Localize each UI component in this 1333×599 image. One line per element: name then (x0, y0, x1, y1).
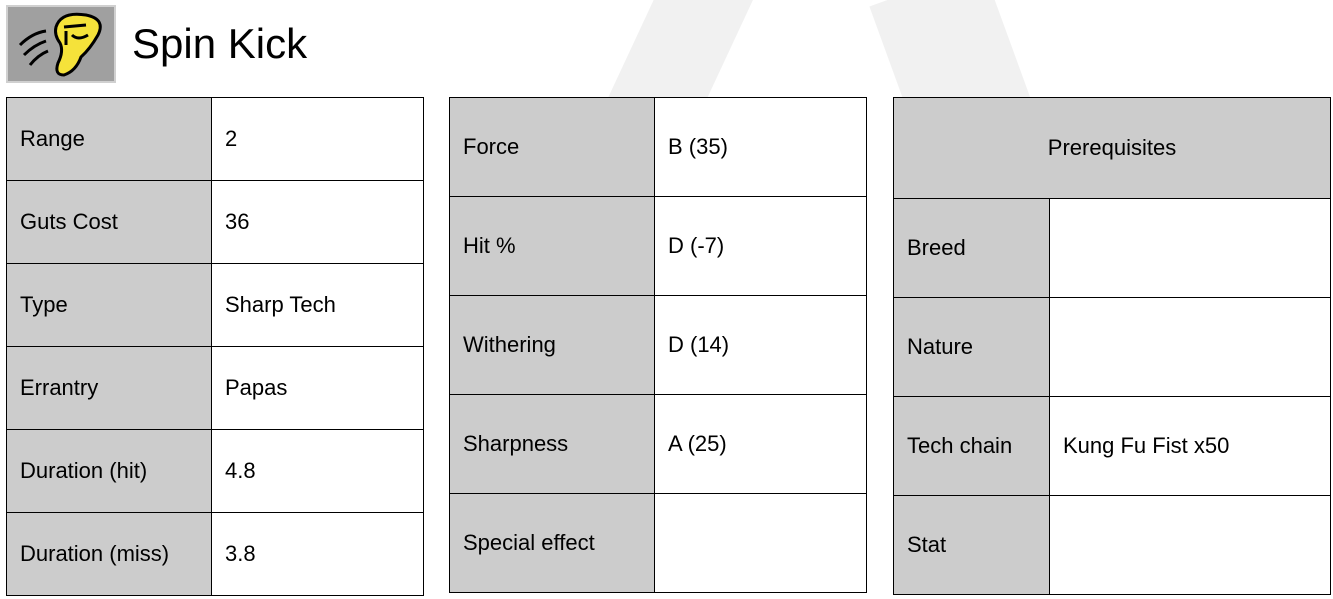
table-row: Range 2 (6, 97, 424, 181)
row-label: Guts Cost (6, 180, 212, 264)
stats-table: Range 2 Guts Cost 36 Type Sharp Tech Errantry P… (6, 97, 424, 596)
row-value: B (35) (654, 97, 867, 197)
table-row: Special effect (449, 493, 867, 593)
row-label: Tech chain (893, 396, 1050, 496)
row-label: Errantry (6, 346, 212, 430)
row-value: 2 (211, 97, 424, 181)
table-row: Guts Cost 36 (6, 180, 424, 264)
row-value: Papas (211, 346, 424, 430)
row-value: Kung Fu Fist x50 (1049, 396, 1331, 496)
table-row: Duration (miss) 3.8 (6, 512, 424, 596)
row-label: Special effect (449, 493, 655, 593)
table-row: Withering D (14) (449, 295, 867, 395)
ratings-table: Force B (35) Hit % D (-7) Withering D (14) Sha… (449, 97, 867, 593)
row-label: Duration (miss) (6, 512, 212, 596)
table-row: Breed (893, 198, 1331, 298)
row-value (1049, 198, 1331, 298)
row-value: 3.8 (211, 512, 424, 596)
row-value: D (14) (654, 295, 867, 395)
table-row: Tech chain Kung Fu Fist x50 (893, 396, 1331, 496)
row-value: 36 (211, 180, 424, 264)
row-value (1049, 495, 1331, 595)
row-label: Withering (449, 295, 655, 395)
row-label: Duration (hit) (6, 429, 212, 513)
row-label: Range (6, 97, 212, 181)
row-value: Sharp Tech (211, 263, 424, 347)
table-row: Nature (893, 297, 1331, 397)
prerequisites-heading: Prerequisites (893, 97, 1331, 199)
prerequisites-header-row: Prerequisites (893, 97, 1331, 199)
row-label: Stat (893, 495, 1050, 595)
table-row: Errantry Papas (6, 346, 424, 430)
table-row: Force B (35) (449, 97, 867, 197)
row-value: D (-7) (654, 196, 867, 296)
row-value (1049, 297, 1331, 397)
spin-kick-icon (6, 5, 116, 83)
table-row: Hit % D (-7) (449, 196, 867, 296)
row-label: Breed (893, 198, 1050, 298)
prerequisites-table: Prerequisites Breed Nature Tech chain Kung … (893, 97, 1331, 595)
table-row: Sharpness A (25) (449, 394, 867, 494)
row-value: A (25) (654, 394, 867, 494)
table-row: Stat (893, 495, 1331, 595)
table-row: Type Sharp Tech (6, 263, 424, 347)
row-value: 4.8 (211, 429, 424, 513)
row-label: Force (449, 97, 655, 197)
row-value (654, 493, 867, 593)
table-row: Duration (hit) 4.8 (6, 429, 424, 513)
row-label: Nature (893, 297, 1050, 397)
row-label: Hit % (449, 196, 655, 296)
row-label: Sharpness (449, 394, 655, 494)
row-label: Type (6, 263, 212, 347)
page-title: Spin Kick (132, 20, 308, 67)
